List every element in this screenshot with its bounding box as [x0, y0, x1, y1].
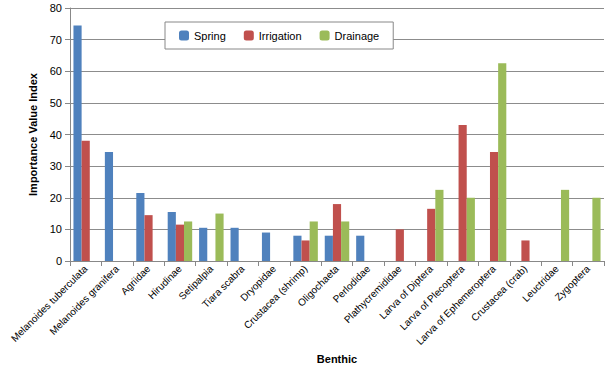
svg-text:Leuctridae: Leuctridae: [520, 263, 561, 304]
svg-text:Irrigation: Irrigation: [259, 30, 302, 42]
svg-text:Dryopidae: Dryopidae: [238, 263, 279, 304]
svg-text:Larva of Diptera: Larva of Diptera: [377, 263, 435, 321]
svg-text:Crustacea (crab): Crustacea (crab): [469, 263, 529, 323]
svg-text:70: 70: [50, 34, 62, 46]
svg-text:10: 10: [50, 223, 62, 235]
svg-text:30: 30: [50, 160, 62, 172]
svg-text:50: 50: [50, 97, 62, 109]
svg-text:Spring: Spring: [194, 30, 226, 42]
svg-text:Benthic: Benthic: [317, 353, 357, 365]
svg-text:40: 40: [50, 129, 62, 141]
svg-text:80: 80: [50, 2, 62, 14]
svg-text:Perlodidae: Perlodidae: [330, 263, 373, 305]
svg-text:Drainage: Drainage: [335, 30, 380, 42]
svg-text:Oligochaeta: Oligochaeta: [295, 263, 341, 309]
svg-text:Zygoptera: Zygoptera: [553, 263, 593, 303]
svg-text:20: 20: [50, 192, 62, 204]
svg-text:Melanoides tuberculata: Melanoides tuberculata: [8, 263, 90, 344]
svg-text:Hirudinae: Hirudinae: [145, 263, 184, 302]
svg-text:0: 0: [56, 255, 62, 267]
svg-text:60: 60: [50, 65, 62, 77]
svg-text:Importance Value Index: Importance Value Index: [27, 72, 39, 196]
svg-text:Agriidae: Agriidae: [118, 263, 153, 297]
svg-text:Plathycremididae: Plathycremididae: [342, 263, 404, 325]
svg-text:Larva of Ephemeroptera: Larva of Ephemeroptera: [414, 263, 498, 347]
svg-text:Tiara scabra: Tiara scabra: [200, 263, 247, 310]
svg-text:Setipalpia: Setipalpia: [176, 263, 216, 302]
svg-text:Crustacea (shrimp): Crustacea (shrimp): [241, 263, 310, 331]
svg-text:Melanoides granifera: Melanoides granifera: [47, 263, 121, 337]
svg-text:Larva of Plecoptera: Larva of Plecoptera: [397, 263, 467, 333]
